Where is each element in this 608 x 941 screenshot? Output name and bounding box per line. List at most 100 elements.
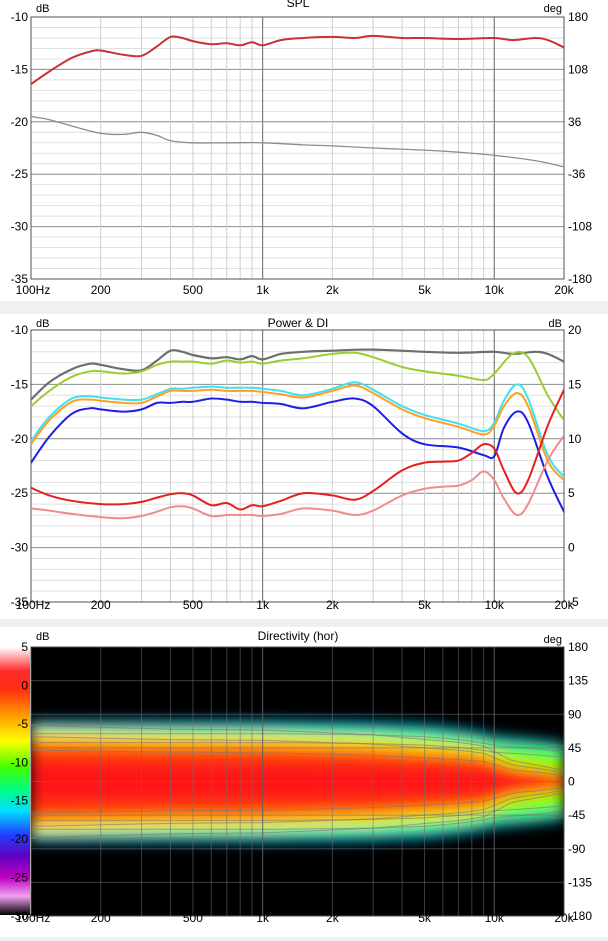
- pdi-plot-bg: [31, 330, 564, 602]
- pdi-xtick: 10k: [485, 598, 505, 612]
- pdi-series-4: [31, 397, 564, 513]
- directivity-contour: [31, 749, 564, 776]
- pdi-title: Power & DI: [268, 316, 329, 330]
- dir-title: Directivity (hor): [258, 629, 339, 643]
- spl-y2tick: 36: [568, 115, 582, 129]
- pdi-xtick: 1k: [256, 598, 270, 612]
- pdi-series-5: [31, 388, 564, 511]
- pdi-ytick: -35: [11, 595, 29, 609]
- dir-ytick: 0: [21, 678, 28, 692]
- pdi-series-group: [31, 348, 564, 520]
- dir-y2tick: -135: [568, 875, 592, 889]
- pdi-series-3: [31, 384, 564, 482]
- directivity-contour: [31, 790, 564, 827]
- pdi-y2tick: 15: [568, 377, 582, 391]
- spl-xtick: 20k: [554, 283, 574, 297]
- dir-y2label: deg: [544, 634, 562, 646]
- dir-y2tick: 135: [568, 674, 588, 688]
- dir-ytick: -15: [11, 794, 29, 808]
- dir-ytick: 5: [21, 640, 28, 654]
- spl-xtick: 100Hz: [16, 283, 51, 297]
- spl-ytick: -30: [11, 220, 29, 234]
- spl-y2tick: -108: [568, 220, 592, 234]
- dir-xtick: 100Hz: [16, 911, 51, 925]
- pdi-frame: [30, 329, 565, 603]
- dir-xtick: 20k: [554, 911, 574, 925]
- grid-layer: [30, 16, 565, 917]
- spl-ytick: -15: [11, 62, 29, 76]
- pdi-y2label: dB: [549, 318, 562, 330]
- spl-y2tick: -36: [568, 167, 586, 181]
- dir-xtick: 10k: [485, 911, 505, 925]
- directivity-colorbar: [0, 647, 30, 915]
- pdi-xtick: 20k: [554, 598, 574, 612]
- dir-xtick: 200: [91, 911, 111, 925]
- pdi-series-1: [31, 350, 564, 422]
- dir-y2tick: -90: [568, 842, 586, 856]
- spl-xtick: 2k: [326, 283, 340, 297]
- dir-xtick: 5k: [418, 911, 432, 925]
- dir-ytick: -20: [11, 832, 29, 846]
- spl-ytick: -25: [11, 167, 29, 181]
- dir-y2tick: 90: [568, 707, 582, 721]
- dir-xtick: 1k: [256, 911, 270, 925]
- pdi-ytick: -25: [11, 486, 29, 500]
- dir-y2tick: -45: [568, 808, 586, 822]
- spl-ytick: -35: [11, 272, 29, 286]
- spl-ylabel: dB: [36, 3, 49, 15]
- dir-xtick: 500: [183, 911, 203, 925]
- dir-y2tick: 45: [568, 741, 582, 755]
- dir-ylabel: dB: [36, 631, 49, 643]
- pdi-xtick: 500: [183, 598, 203, 612]
- tick-layer: 100Hz 200 500 1k 2k 5k 10k 20k-10-15-20-25-30-3…: [11, 10, 593, 925]
- pdi-ytick: -15: [11, 377, 29, 391]
- dir-xtick: 2k: [326, 911, 340, 925]
- pdi-ytick: -30: [11, 541, 29, 555]
- spl-y2label: deg: [544, 3, 562, 15]
- spl-y2tick: -180: [568, 272, 592, 286]
- spl-ytick: -20: [11, 115, 29, 129]
- spl-plot-bg: [31, 17, 564, 279]
- dir-y2tick: 180: [568, 640, 588, 654]
- spl-xtick: 1k: [256, 283, 270, 297]
- directivity-contour: [31, 787, 564, 814]
- spl-title: SPL: [287, 0, 310, 10]
- spl-y2tick: 108: [568, 62, 588, 76]
- series-layer: [31, 34, 564, 520]
- spl-series-0: [31, 34, 564, 86]
- dir-y2tick: 0: [568, 775, 575, 789]
- spl-xtick: 10k: [485, 283, 505, 297]
- directivity-contour: [31, 810, 564, 830]
- pdi-y2tick: 20: [568, 323, 582, 337]
- pdi-ytick: -10: [11, 323, 29, 337]
- dir-frame: [30, 646, 565, 917]
- pdi-xtick: 100Hz: [16, 598, 51, 612]
- spl-y2tick: 180: [568, 10, 588, 24]
- spl-xtick: 500: [183, 283, 203, 297]
- pdi-series-0: [31, 348, 564, 401]
- dir-ytick: -30: [11, 909, 29, 923]
- dir-ytick: -25: [11, 871, 29, 885]
- pdi-y2tick: 5: [568, 486, 575, 500]
- spl-series-group: [31, 34, 564, 168]
- directivity-contour: [31, 724, 564, 747]
- spl-xtick: 200: [91, 283, 111, 297]
- dir-y2tick: -180: [568, 909, 592, 923]
- pdi-ylabel: dB: [36, 318, 49, 330]
- directivity-contour: [31, 736, 564, 773]
- pdi-xtick: 200: [91, 598, 111, 612]
- pdi-series-6: [31, 434, 564, 520]
- pdi-series-2: [31, 381, 564, 478]
- spl-xtick: 5k: [418, 283, 432, 297]
- pdi-y2tick: 10: [568, 432, 582, 446]
- pdi-y2tick: -5: [568, 595, 579, 609]
- directivity-contour: [31, 742, 564, 758]
- directivity-contour: [31, 805, 564, 821]
- dir-ytick: -5: [17, 717, 28, 731]
- spl-series-1: [31, 115, 564, 168]
- directivity-contour: [31, 792, 564, 838]
- spl-frame: [30, 16, 565, 280]
- directivity-contour: [31, 816, 564, 839]
